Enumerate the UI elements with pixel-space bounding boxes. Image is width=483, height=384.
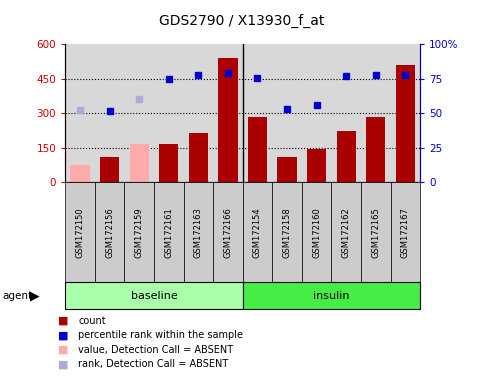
Text: ■: ■ bbox=[58, 359, 69, 369]
Text: GSM172156: GSM172156 bbox=[105, 207, 114, 258]
Text: GDS2790 / X13930_f_at: GDS2790 / X13930_f_at bbox=[159, 13, 324, 28]
Text: ▶: ▶ bbox=[30, 289, 40, 302]
Text: GSM172160: GSM172160 bbox=[312, 207, 321, 258]
Text: rank, Detection Call = ABSENT: rank, Detection Call = ABSENT bbox=[78, 359, 228, 369]
Text: ■: ■ bbox=[58, 345, 69, 355]
Text: GSM172159: GSM172159 bbox=[135, 207, 143, 258]
Bar bbox=[218, 58, 238, 182]
Bar bbox=[277, 157, 297, 182]
Text: GSM172158: GSM172158 bbox=[283, 207, 292, 258]
Bar bbox=[307, 149, 327, 182]
Bar bbox=[248, 117, 267, 182]
Text: value, Detection Call = ABSENT: value, Detection Call = ABSENT bbox=[78, 345, 233, 355]
Text: insulin: insulin bbox=[313, 291, 350, 301]
Text: GSM172162: GSM172162 bbox=[342, 207, 351, 258]
Text: ■: ■ bbox=[58, 330, 69, 340]
Bar bbox=[71, 165, 90, 182]
Text: GSM172154: GSM172154 bbox=[253, 207, 262, 258]
Bar bbox=[396, 65, 415, 182]
Bar bbox=[366, 117, 385, 182]
Text: count: count bbox=[78, 316, 106, 326]
Text: baseline: baseline bbox=[130, 291, 177, 301]
Text: GSM172163: GSM172163 bbox=[194, 207, 203, 258]
Text: GSM172167: GSM172167 bbox=[401, 207, 410, 258]
Text: GSM172165: GSM172165 bbox=[371, 207, 380, 258]
Bar bbox=[100, 157, 119, 182]
Text: agent: agent bbox=[2, 291, 32, 301]
Bar bbox=[159, 144, 178, 182]
Bar bbox=[129, 144, 149, 182]
Bar bbox=[189, 133, 208, 182]
Bar bbox=[337, 131, 356, 182]
Text: GSM172150: GSM172150 bbox=[75, 207, 85, 258]
Text: GSM172166: GSM172166 bbox=[224, 207, 232, 258]
Text: GSM172161: GSM172161 bbox=[164, 207, 173, 258]
Text: ■: ■ bbox=[58, 316, 69, 326]
Text: percentile rank within the sample: percentile rank within the sample bbox=[78, 330, 243, 340]
